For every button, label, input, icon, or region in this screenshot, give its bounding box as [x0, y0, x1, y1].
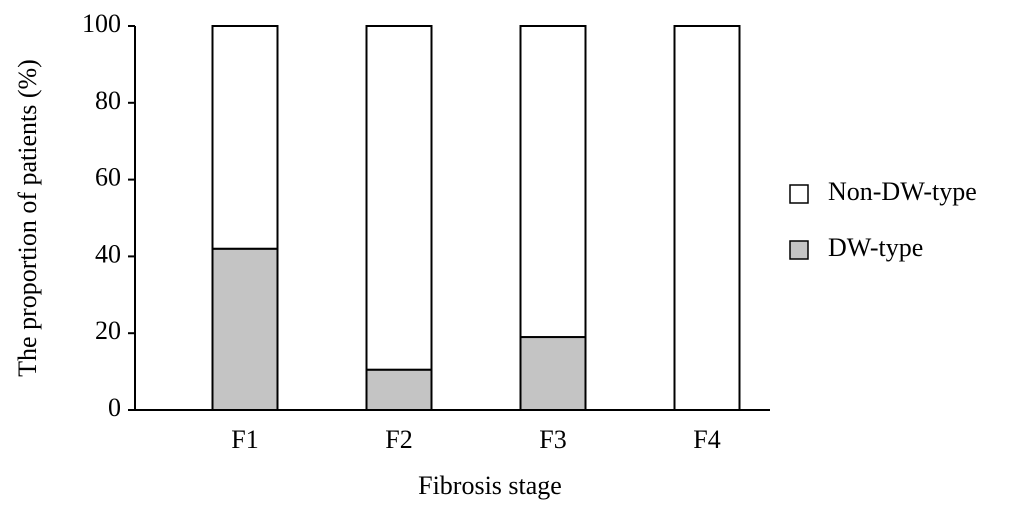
bar-segment	[519, 25, 587, 339]
y-tick-label: 0	[108, 393, 121, 422]
y-tick-label: 20	[95, 316, 121, 345]
x-tick-label: F1	[231, 425, 258, 454]
bar-segment	[211, 25, 279, 250]
legend-label: DW-type	[828, 233, 923, 262]
y-tick-label: 80	[95, 86, 121, 115]
y-tick-label: 40	[95, 239, 121, 268]
bar-segment	[519, 336, 587, 412]
bar-segment	[211, 247, 279, 411]
y-tick-label: 60	[95, 163, 121, 192]
bar-segment	[365, 25, 433, 371]
x-axis-label: Fibrosis stage	[418, 471, 562, 500]
x-tick-label: F3	[539, 425, 566, 454]
legend-label: Non-DW-type	[828, 177, 977, 206]
bar-segment	[673, 25, 741, 411]
y-axis-label: The proportion of patients (%)	[13, 59, 42, 377]
x-tick-label: F4	[693, 425, 720, 454]
legend-swatch	[789, 240, 809, 260]
y-tick-label: 100	[82, 9, 121, 38]
x-tick-label: F2	[385, 425, 412, 454]
legend-swatch	[789, 184, 809, 204]
bar-segment	[365, 368, 433, 411]
